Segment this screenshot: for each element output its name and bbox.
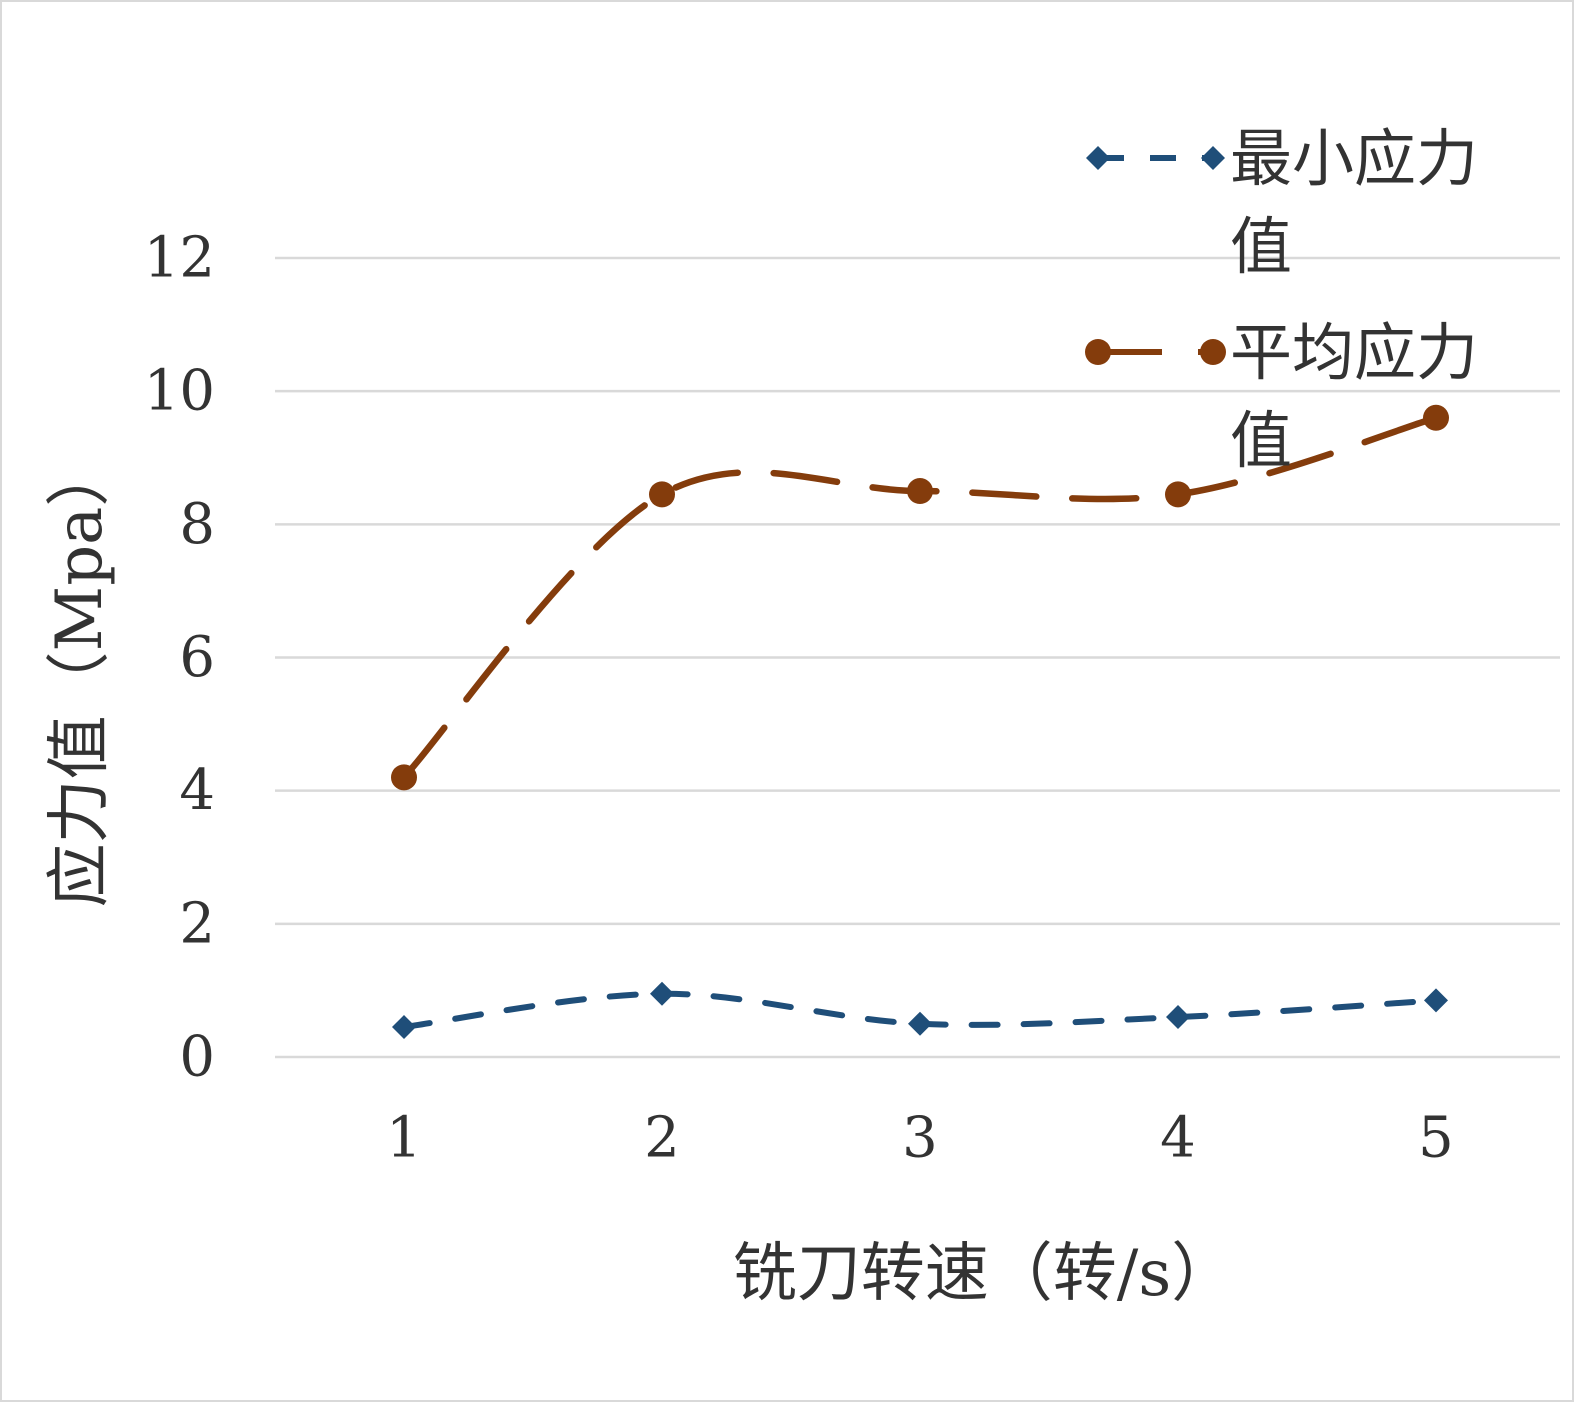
- legend-label: 平均应力值: [1230, 316, 1478, 477]
- x-tick-label: 2: [644, 1106, 680, 1171]
- legend-marker: [1200, 339, 1226, 365]
- data-point: [1166, 1005, 1190, 1030]
- x-axis-title: 铣刀转速（转/s）: [733, 1237, 1235, 1311]
- legend-marker: [1201, 146, 1225, 170]
- data-point: [908, 1011, 932, 1036]
- data-point: [1424, 988, 1448, 1013]
- y-axis-ticks: 0 2 4 6 8 10 12: [144, 226, 215, 1090]
- data-point: [392, 1015, 416, 1040]
- data-point: [391, 764, 417, 791]
- series-2: [391, 404, 1449, 791]
- gridlines: [275, 256, 1560, 1059]
- data-point: [1423, 404, 1449, 431]
- y-tick-label: 2: [179, 891, 215, 956]
- y-axis-title: 应力值（Mpa）: [43, 443, 117, 908]
- series-layer: [391, 404, 1449, 1040]
- x-tick-label: 1: [386, 1106, 422, 1171]
- series-1: [392, 981, 1448, 1040]
- legend-item-2: 平均应力值: [1085, 316, 1478, 477]
- y-tick-label: 4: [179, 758, 215, 823]
- legend-marker: [1086, 146, 1110, 170]
- data-point: [650, 981, 674, 1006]
- x-tick-label: 5: [1418, 1106, 1454, 1171]
- y-tick-label: 12: [144, 226, 215, 291]
- x-tick-label: 4: [1160, 1106, 1196, 1171]
- y-tick-label: 6: [179, 625, 215, 690]
- data-point: [1165, 481, 1191, 508]
- x-axis-ticks: 1 2 3 4 5: [386, 1106, 1454, 1171]
- x-tick-label: 3: [902, 1106, 938, 1171]
- y-tick-label: 0: [179, 1025, 215, 1090]
- y-tick-label: 8: [179, 492, 215, 557]
- y-tick-label: 10: [144, 359, 215, 424]
- data-point: [907, 478, 933, 505]
- legend-label: 最小应力值: [1230, 122, 1478, 283]
- legend-marker: [1085, 339, 1111, 365]
- legend-item-1: 最小应力值: [1086, 122, 1478, 283]
- data-point: [649, 481, 675, 508]
